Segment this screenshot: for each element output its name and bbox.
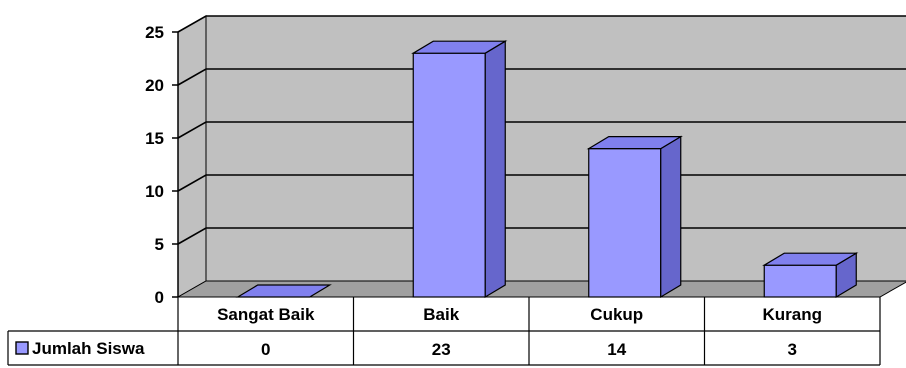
y-tick-label: 0 (155, 288, 164, 307)
chart-walls (176, 15, 906, 298)
bar-top (586, 136, 683, 150)
data-value-label: 23 (432, 340, 451, 359)
bar-cukup (586, 135, 683, 299)
bar-baik (411, 40, 508, 299)
gridline-25 (177, 15, 906, 33)
legend-swatch (15, 341, 29, 355)
back-wall (205, 15, 906, 282)
y-tick-label: 10 (145, 182, 164, 201)
bar-top (762, 252, 859, 266)
side-wall (177, 15, 207, 298)
data-value-label: 14 (607, 340, 626, 359)
gridline-20 (177, 68, 906, 86)
bar-top (235, 284, 332, 298)
bar-side (660, 135, 682, 299)
bar-front (412, 52, 486, 298)
data-value-label: 0 (261, 340, 270, 359)
y-tick-label: 25 (145, 23, 164, 42)
value-axis: 0 5 10 15 20 25 (145, 23, 179, 307)
category-label: Sangat Baik (217, 305, 315, 324)
data-table: Sangat Baik 0 Baik 23 Cukup 14 Kurang 3 Jumlah S… (7, 297, 881, 366)
gridline-15 (177, 121, 906, 139)
bar-kurang (762, 252, 859, 299)
y-tick-label: 20 (145, 76, 164, 95)
y-tick-label: 5 (155, 235, 164, 254)
bar-sangat-baik (235, 284, 332, 298)
category-label: Baik (423, 305, 459, 324)
bar-front (763, 264, 837, 298)
bar-front (588, 148, 662, 298)
y-tick-label: 15 (145, 129, 164, 148)
bar-side (484, 40, 506, 299)
data-value-label: 3 (788, 340, 797, 359)
legend-series-name: Jumlah Siswa (32, 339, 145, 358)
category-label: Cukup (590, 305, 643, 324)
category-label: Kurang (763, 305, 823, 324)
bars (235, 40, 859, 299)
bar-top (411, 40, 508, 54)
